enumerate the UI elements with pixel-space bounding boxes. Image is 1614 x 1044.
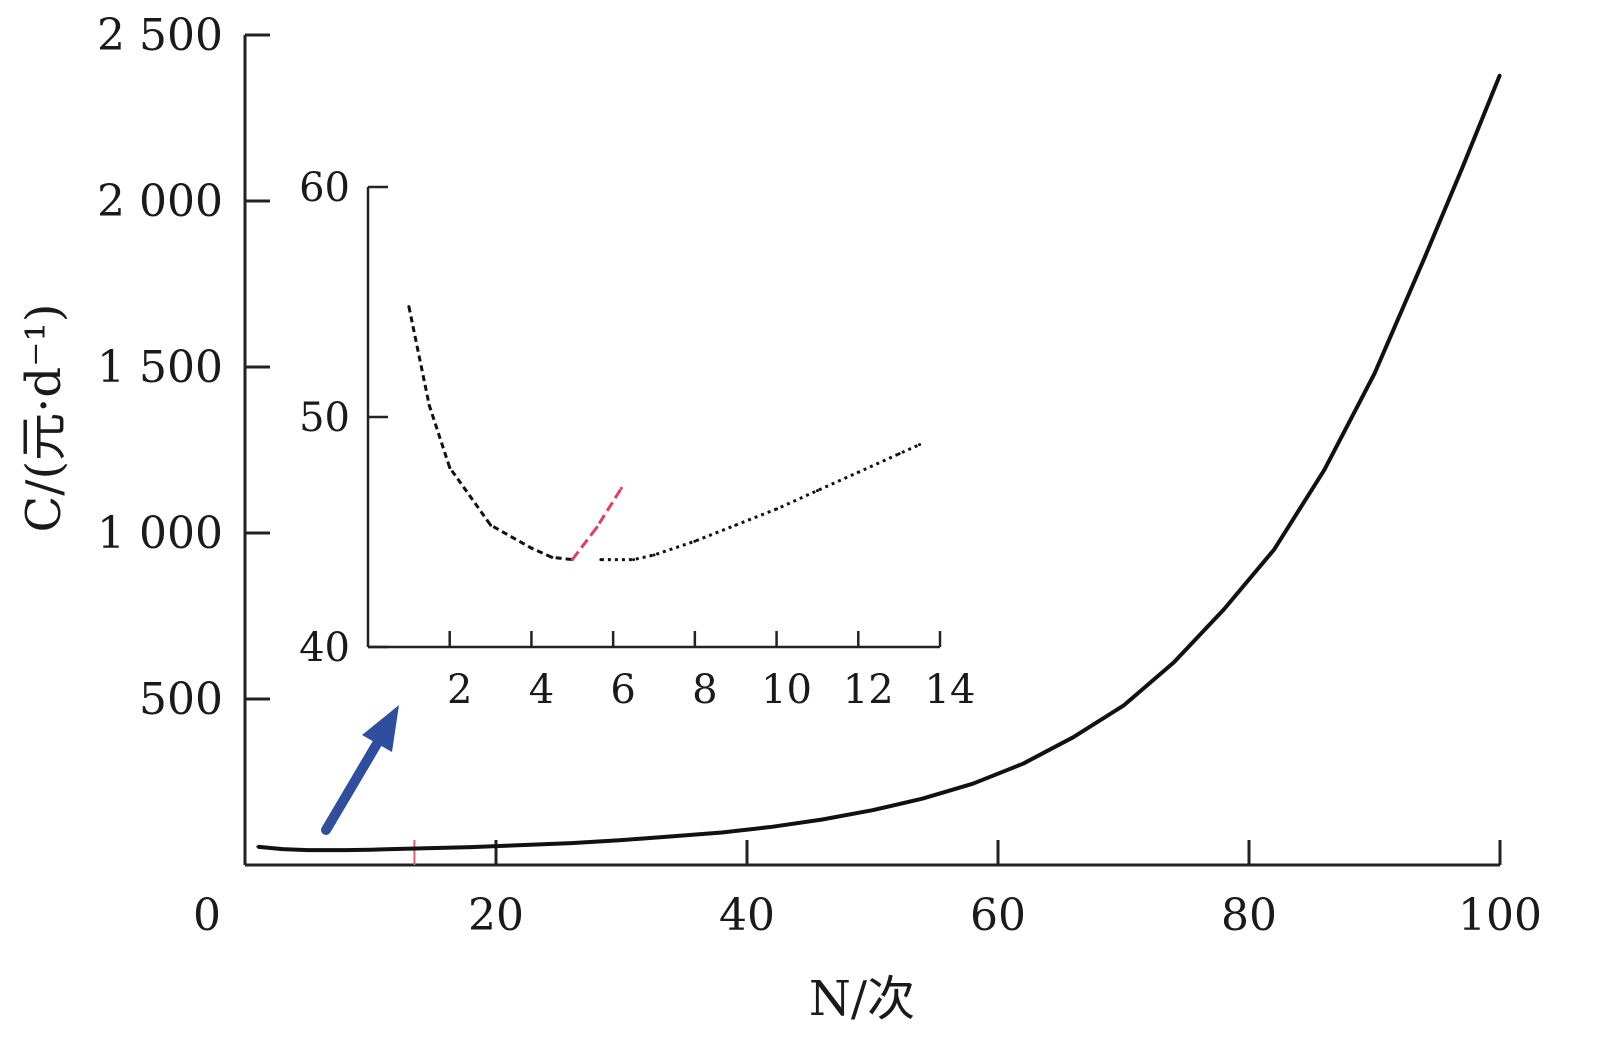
inset-y-tick-label: 60 xyxy=(299,165,350,211)
data-point xyxy=(469,845,473,849)
data-point xyxy=(1122,704,1125,707)
inset-data-point xyxy=(529,546,533,550)
inset-data-point xyxy=(897,452,901,456)
x-tick-label: 0 xyxy=(193,890,221,941)
inset-data-point xyxy=(619,486,623,490)
x-axis-title: N/次 xyxy=(809,971,915,1027)
arrow-shaft xyxy=(321,737,383,835)
inset-x-tick-label: 8 xyxy=(692,667,717,713)
inset-data-point xyxy=(489,523,493,527)
inset-data-point xyxy=(734,523,738,527)
data-point xyxy=(770,825,774,829)
inset-series-line xyxy=(571,487,623,561)
inset-x-tick-label: 2 xyxy=(447,667,472,713)
data-point xyxy=(369,848,372,851)
x-tick-label: 40 xyxy=(719,890,775,941)
inset-data-point xyxy=(550,555,554,559)
data-point xyxy=(1498,73,1502,77)
data-point xyxy=(306,848,309,852)
main-axes: 500 1 000 1 500 2 000 2 500 0 20 40 60 80 100 xyxy=(97,10,1542,941)
data-point xyxy=(1272,548,1276,551)
data-point xyxy=(1072,735,1075,739)
inset-x-tick-label: 10 xyxy=(761,667,812,713)
y-tick-label: 2 500 xyxy=(97,10,223,61)
data-point xyxy=(1222,608,1226,611)
inset-data-point xyxy=(693,539,697,543)
y-tick-label: 2 000 xyxy=(97,176,223,227)
data-point xyxy=(1172,661,1175,664)
x-tick-label: 20 xyxy=(468,890,524,941)
y-tick-label: 1 500 xyxy=(97,342,223,393)
data-point xyxy=(256,845,259,848)
arrow-head xyxy=(362,705,399,752)
data-point xyxy=(821,818,824,821)
inset-data-point xyxy=(595,525,599,529)
inset-axes: 40 50 60 2 4 6 8 10 12 14 xyxy=(299,165,975,713)
inset-x-tick-label: 12 xyxy=(843,667,894,713)
data-point xyxy=(871,809,874,812)
inset-x-tick-label: 4 xyxy=(529,667,554,713)
inset-data-point xyxy=(599,558,603,562)
inset-data-point xyxy=(918,443,922,447)
inset-series-line xyxy=(600,443,921,562)
main-series xyxy=(256,73,1502,865)
data-point xyxy=(281,847,284,851)
inset-data-point xyxy=(632,558,636,562)
series-line xyxy=(257,74,1502,853)
data-point xyxy=(971,782,975,785)
x-tick-label: 80 xyxy=(1221,890,1277,941)
inset-data-point xyxy=(815,489,819,493)
data-point xyxy=(670,835,673,838)
inset-series xyxy=(407,305,922,562)
inset-x-tick-label: 14 xyxy=(925,667,976,713)
data-point xyxy=(1021,762,1025,765)
data-point xyxy=(344,848,347,852)
data-point xyxy=(519,843,523,847)
inset-series-line xyxy=(407,306,573,562)
zoom-arrow xyxy=(321,705,399,835)
inset-x-tick-label: 6 xyxy=(610,667,635,713)
inset-y-tick-label: 40 xyxy=(299,625,350,671)
y-tick-label: 500 xyxy=(139,674,223,725)
y-axis-title: C/(元·d⁻¹) xyxy=(16,304,72,533)
inset-data-point xyxy=(775,507,779,511)
inset-data-point xyxy=(427,404,431,407)
data-point xyxy=(921,797,924,800)
data-point xyxy=(720,831,724,834)
data-point xyxy=(1373,372,1376,375)
x-tick-label: 60 xyxy=(970,890,1026,941)
data-point xyxy=(620,838,623,842)
inset-data-point xyxy=(652,553,656,557)
data-point xyxy=(1323,468,1326,472)
inset-y-tick-label: 50 xyxy=(299,395,350,441)
x-tick-label: 100 xyxy=(1458,890,1542,941)
inset-data-point xyxy=(856,470,860,474)
data-point xyxy=(570,841,573,845)
y-tick-label: 1 000 xyxy=(97,508,223,559)
data-point xyxy=(1423,256,1426,259)
inset-data-point xyxy=(407,305,411,309)
inset-data-point xyxy=(448,466,452,470)
data-point xyxy=(1461,166,1464,169)
data-point xyxy=(419,847,422,850)
inset-data-point xyxy=(570,558,574,562)
